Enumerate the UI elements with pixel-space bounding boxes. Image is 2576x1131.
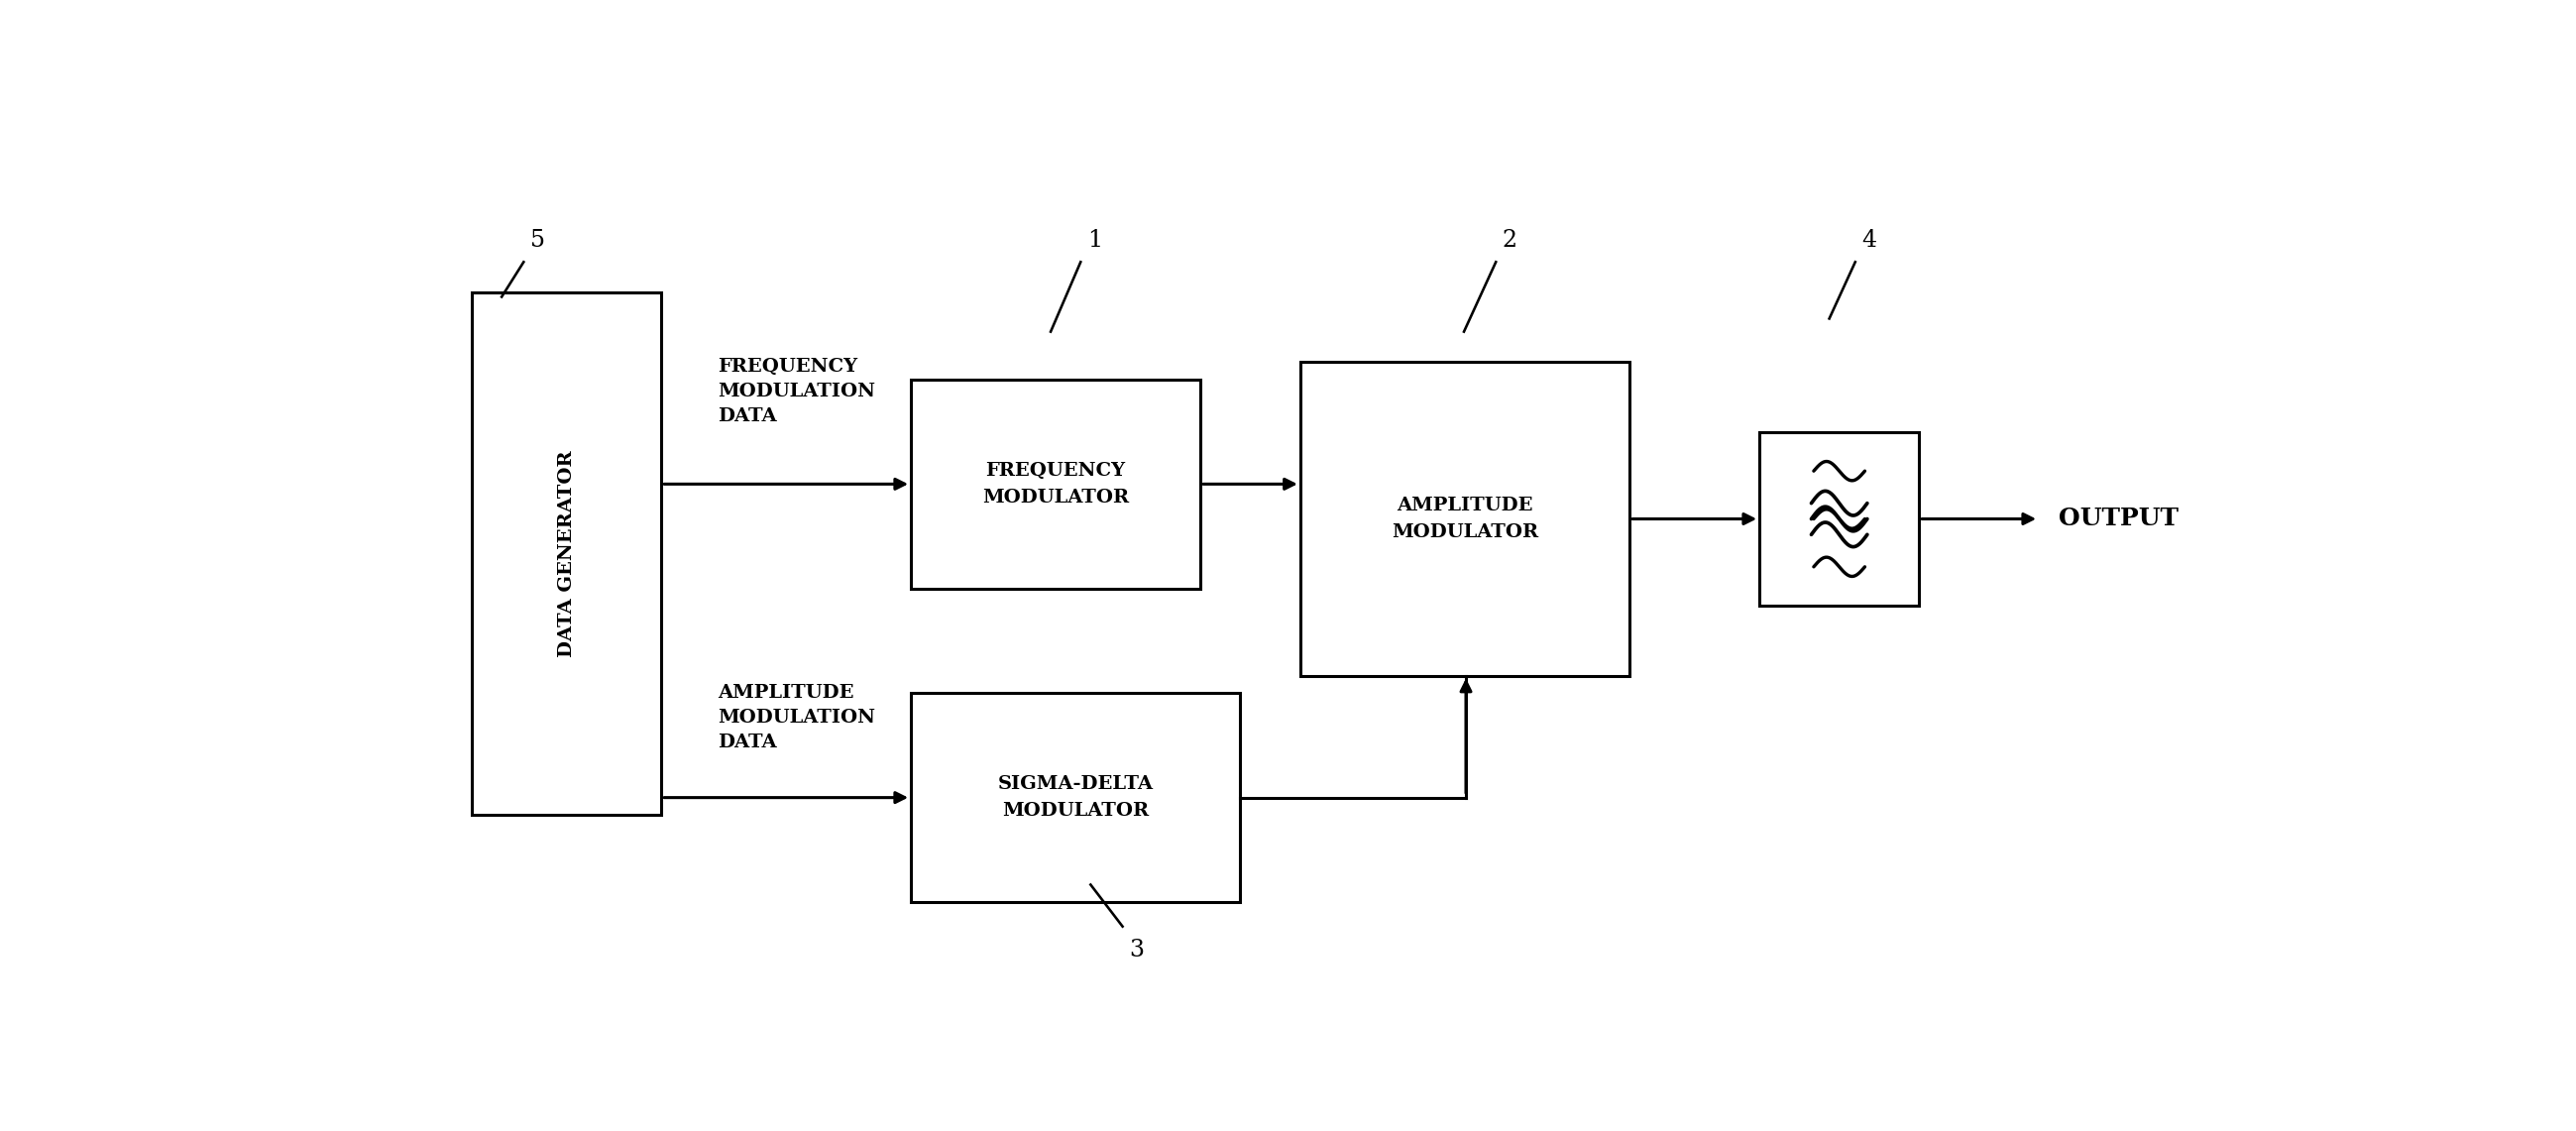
Text: SIGMA-DELTA
MODULATOR: SIGMA-DELTA MODULATOR [997,776,1154,820]
Text: FREQUENCY
MODULATION
DATA: FREQUENCY MODULATION DATA [716,357,876,425]
Bar [471,293,662,815]
Text: OUTPUT: OUTPUT [2058,507,2179,530]
Text: FREQUENCY
MODULATOR: FREQUENCY MODULATOR [981,463,1128,506]
Text: 5: 5 [531,228,546,251]
Text: AMPLITUDE
MODULATOR: AMPLITUDE MODULATOR [1391,497,1538,541]
Text: 2: 2 [1502,228,1517,251]
Text: 4: 4 [1862,228,1878,251]
Bar [912,380,1200,588]
Text: 3: 3 [1128,939,1144,961]
Bar [912,693,1242,903]
Text: DATA GENERATOR: DATA GENERATOR [556,450,574,657]
Text: AMPLITUDE
MODULATION
DATA: AMPLITUDE MODULATION DATA [716,684,876,752]
Text: 1: 1 [1087,228,1103,251]
Bar [1301,362,1631,675]
Bar [1759,432,1919,606]
